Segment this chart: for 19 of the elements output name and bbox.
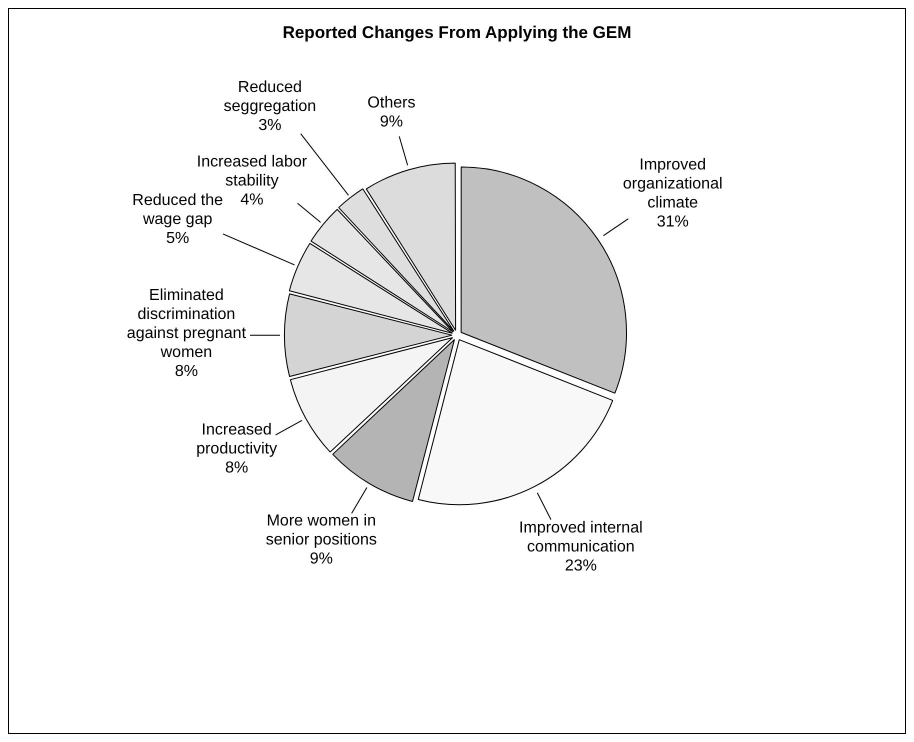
- data-label: 3%: [258, 116, 282, 134]
- slice-label: Eliminated discrimination against pregnant women: [126, 287, 247, 362]
- chart-title: Reported Changes From Applying the GEM: [282, 22, 632, 42]
- data-label: 5%: [166, 230, 190, 247]
- slice-label: Reduced seggregation: [224, 78, 316, 115]
- slice-label: Others: [367, 94, 416, 112]
- slice-label: Improved organizational climate: [622, 156, 723, 212]
- slice-label: Increased labor stability: [196, 153, 308, 190]
- slice-label: More women in senior positions: [266, 512, 377, 548]
- data-label: 9%: [310, 550, 333, 568]
- data-label: 9%: [380, 114, 403, 131]
- data-label: 23%: [564, 558, 597, 574]
- data-label: 31%: [656, 214, 689, 231]
- slice-label: Improved internal communication: [519, 520, 643, 556]
- data-label: 8%: [225, 459, 248, 476]
- slice-label: Reduced the wage gap: [132, 192, 224, 228]
- slice-label: Increased productivity: [196, 421, 278, 458]
- data-label: 8%: [174, 363, 198, 380]
- data-label: 4%: [240, 191, 264, 208]
